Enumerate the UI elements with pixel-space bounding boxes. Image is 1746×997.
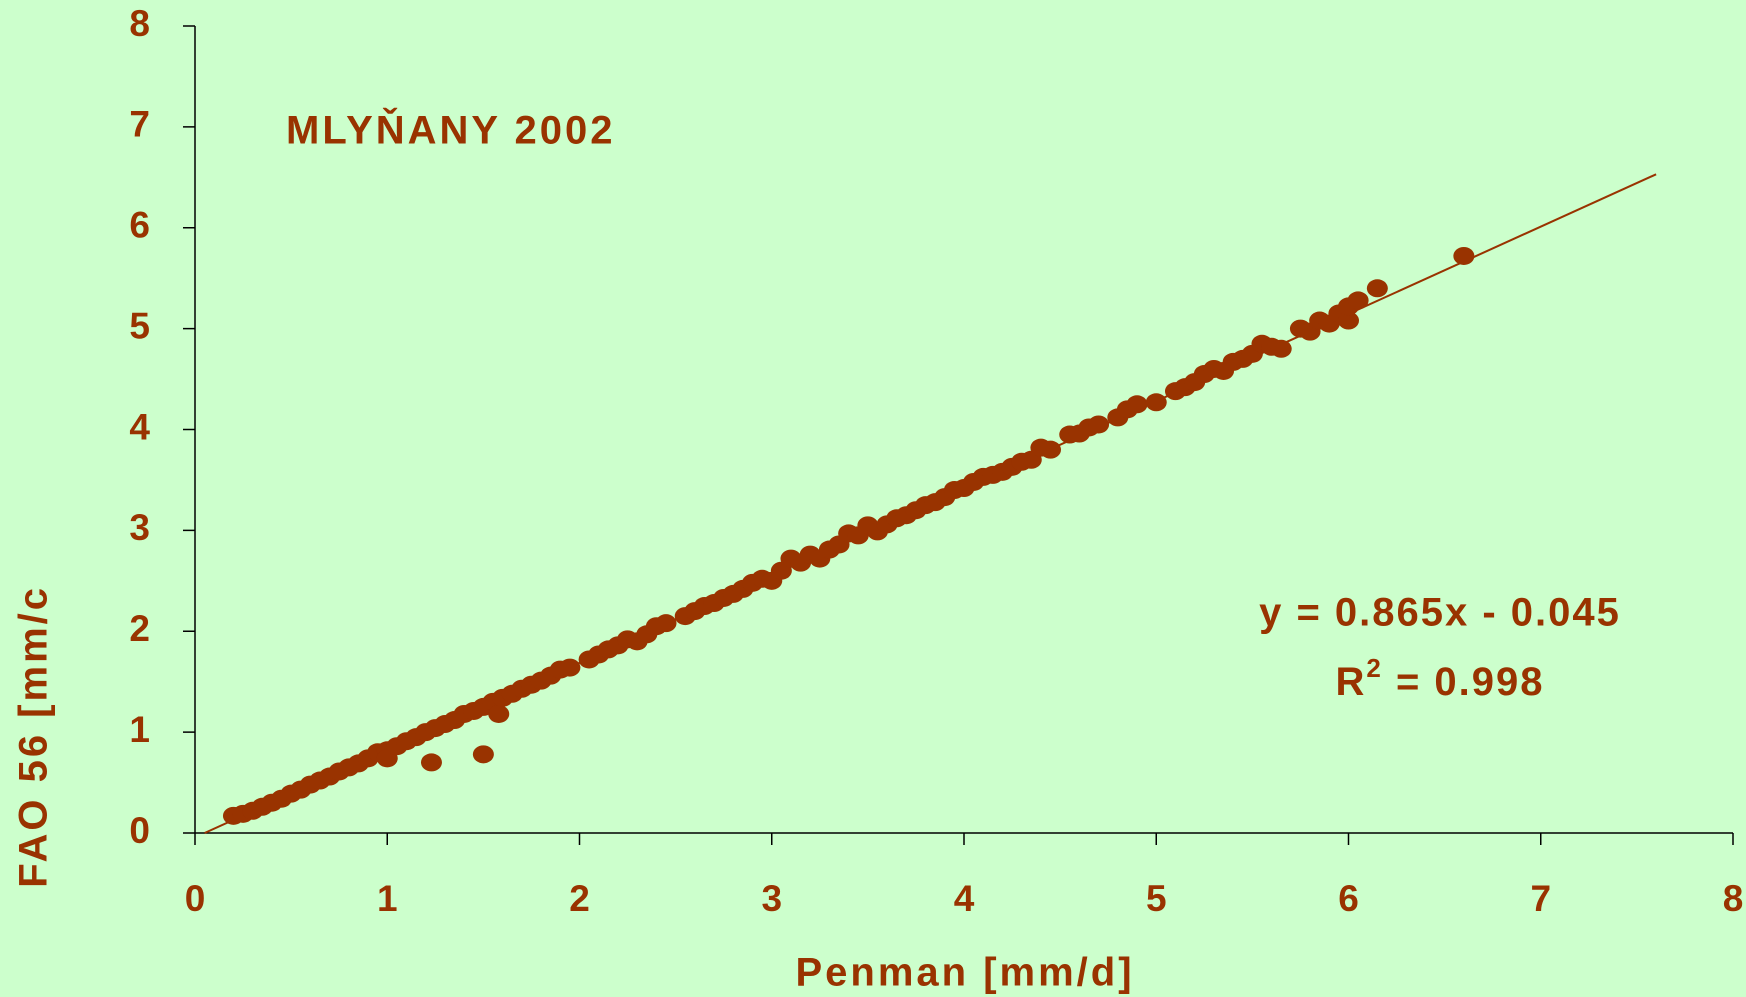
point (1270, 339, 1292, 358)
point (1338, 311, 1359, 330)
y-tick-label: 5 (129, 305, 150, 346)
x-tick-label: 5 (1146, 878, 1167, 919)
y-tick-label: 3 (129, 507, 150, 548)
x-tick-label: 4 (954, 878, 975, 919)
point (1088, 415, 1110, 434)
r2-rest: = 0.998 (1383, 660, 1545, 704)
point (1453, 246, 1475, 265)
x-tick-label: 3 (761, 878, 782, 919)
r-squared: R2 = 0.998 (1335, 653, 1544, 704)
y-tick-label: 2 (129, 608, 150, 649)
x-tick-label: 8 (1723, 878, 1744, 919)
point (472, 745, 494, 764)
y-tick-label: 6 (129, 205, 150, 246)
y-tick-label: 7 (129, 104, 150, 145)
point (1145, 393, 1167, 412)
x-tick-label: 0 (185, 878, 206, 919)
equation: y = 0.865x - 0.045 (1259, 591, 1621, 635)
point (1040, 440, 1062, 459)
x-tick-label: 2 (569, 878, 590, 919)
point (420, 753, 442, 772)
point (1366, 279, 1388, 298)
x-axis-label: Penman [mm/d] (795, 951, 1134, 995)
y-axis-label: FAO 56 [mm/c (12, 585, 56, 888)
chart-title: MLYŇANY 2002 (286, 107, 615, 153)
x-tick-label: 1 (377, 878, 398, 919)
y-tick-label: 1 (129, 709, 150, 750)
point (1347, 291, 1369, 310)
point (655, 614, 677, 633)
r2-base: R (1335, 660, 1366, 704)
r2-sup: 2 (1366, 653, 1382, 683)
x-tick-label: 7 (1530, 878, 1551, 919)
y-tick-label: 4 (129, 406, 150, 447)
x-tick-label: 6 (1338, 878, 1359, 919)
point (559, 658, 581, 677)
point (488, 704, 510, 723)
y-tick-label: 0 (129, 810, 150, 851)
point (1126, 395, 1148, 414)
y-tick-label: 8 (129, 3, 150, 44)
